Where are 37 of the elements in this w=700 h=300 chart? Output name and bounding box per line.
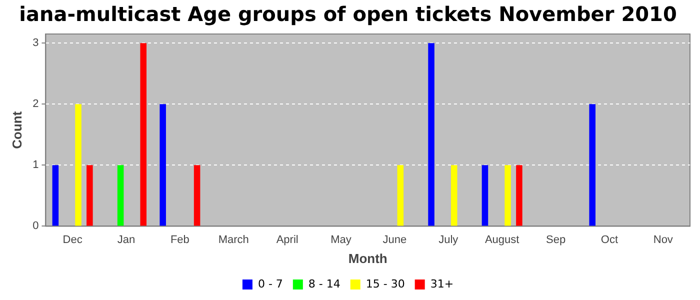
x-tick-label: June [382, 234, 407, 246]
bar [482, 165, 488, 226]
bar [450, 165, 458, 226]
x-tick-label: Jan [117, 234, 136, 246]
bar [140, 43, 147, 226]
bar [75, 104, 82, 226]
bar [194, 165, 200, 226]
x-tick-label: Feb [170, 234, 190, 246]
bar [397, 165, 404, 226]
y-tick-label: 3 [32, 37, 39, 50]
legend-label: 8 - 14 [308, 277, 340, 290]
bar [160, 104, 166, 226]
x-tick-label: Sep [546, 234, 566, 246]
bar [52, 165, 59, 226]
chart-title: iana-multicast Age groups of open tickets November 2010 [19, 2, 677, 26]
y-tick-label: 0 [32, 220, 39, 232]
y-axis-title: Count [9, 110, 24, 149]
y-tick-label: 1 [32, 159, 39, 172]
x-tick-label: Dec [62, 234, 83, 246]
x-tick-label: April [276, 234, 298, 246]
bar [428, 43, 434, 226]
x-tick-label: July [438, 234, 459, 246]
legend-label: 0 - 7 [258, 277, 283, 290]
x-tick-label: Nov [653, 234, 674, 246]
x-tick-label: May [330, 234, 352, 246]
legend-label: 15 - 30 [366, 277, 405, 290]
bar [516, 165, 522, 226]
bar [589, 104, 596, 226]
bar [117, 165, 124, 226]
x-axis-title: Month [348, 250, 388, 266]
bar [504, 165, 511, 226]
y-tick-label: 2 [32, 98, 39, 110]
x-tick-label: Oct [600, 234, 618, 246]
legend-label: 31+ [430, 277, 454, 290]
bar [86, 165, 93, 226]
x-tick-label: March [218, 234, 249, 246]
x-tick-label: August [484, 234, 520, 246]
